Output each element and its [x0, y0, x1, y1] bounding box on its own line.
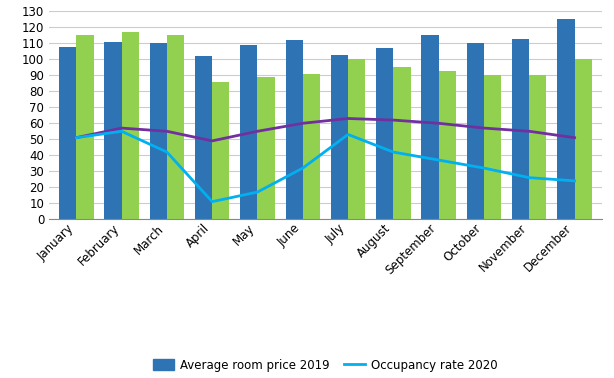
Bar — [286, 40, 303, 219]
Bar — [104, 42, 122, 219]
Bar — [303, 74, 320, 219]
Legend: Average room price 2019, Average room price 2020, Occupancy rate 2020, Occupancy: Average room price 2019, Average room pr… — [148, 354, 503, 378]
Bar — [59, 46, 76, 219]
Bar — [76, 35, 93, 219]
Bar — [484, 75, 501, 219]
Bar — [167, 35, 184, 219]
Bar — [331, 54, 348, 219]
Bar — [348, 59, 365, 219]
Bar — [421, 35, 438, 219]
Bar — [575, 59, 592, 219]
Bar — [467, 43, 484, 219]
Bar — [529, 75, 546, 219]
Bar — [195, 56, 212, 219]
Bar — [438, 71, 456, 219]
Bar — [376, 48, 394, 219]
Bar — [257, 77, 274, 219]
Bar — [212, 82, 230, 219]
Bar — [512, 39, 529, 219]
Bar — [394, 67, 411, 219]
Bar — [558, 19, 575, 219]
Bar — [240, 45, 257, 219]
Bar — [150, 43, 167, 219]
Bar — [122, 32, 139, 219]
